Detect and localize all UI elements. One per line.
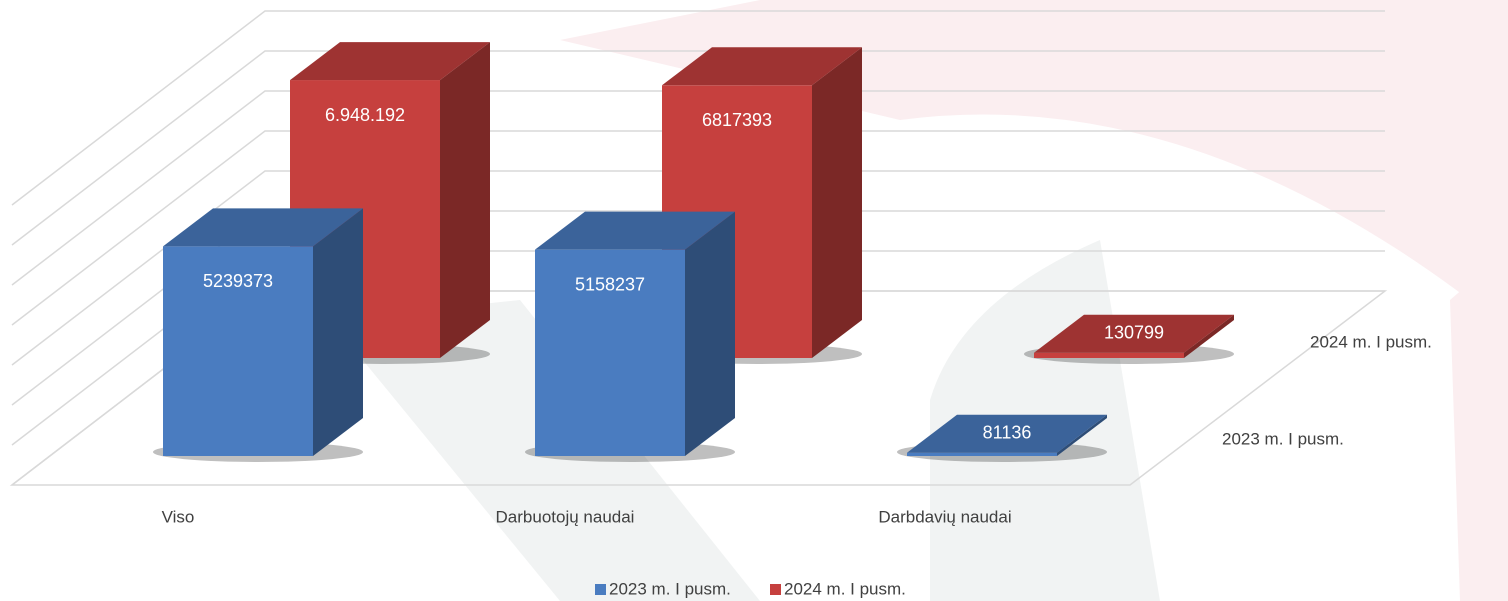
bar-top [535,211,735,250]
grid-line [11,90,1385,286]
bar-front [1034,352,1184,358]
value-label: 5158237 [575,274,645,294]
value-label: 130799 [1104,323,1164,343]
legend-swatch [770,584,781,595]
x-tick-label: Darbdavių naudai [878,507,1011,526]
bar-front [535,249,685,456]
bar-top [662,47,862,86]
bar-front [163,246,313,456]
grid-line [11,50,1385,246]
bar-side [440,42,490,358]
bar [153,208,363,462]
value-label: 5239373 [203,271,273,291]
grid-line [11,130,1385,326]
value-label: 6.948.192 [325,105,405,125]
bar-top [907,414,1107,453]
legend-swatch [595,584,606,595]
bar-side [313,208,363,456]
bar [1024,314,1234,364]
bar-side [812,47,862,358]
bar-front [907,452,1057,456]
depth-label: 2023 m. I pusm. [1222,429,1344,448]
bar [525,211,735,462]
grid-line [11,10,1385,206]
bar-side [1057,414,1107,456]
value-label: 6817393 [702,110,772,130]
depth-label: 2024 m. I pusm. [1310,332,1432,351]
bar-top [163,208,363,247]
legend-label: 2023 m. I pusm. [609,579,731,598]
x-tick-label: Darbuotojų naudai [496,507,635,526]
bar-top [290,42,490,81]
x-tick-label: Viso [162,507,195,526]
bar [897,414,1107,462]
bar-side [1184,314,1234,358]
grid-line [11,170,1385,366]
bar-side [685,211,735,456]
bar-top [1034,314,1234,353]
legend-label: 2024 m. I pusm. [784,579,906,598]
value-label: 81136 [983,423,1032,443]
